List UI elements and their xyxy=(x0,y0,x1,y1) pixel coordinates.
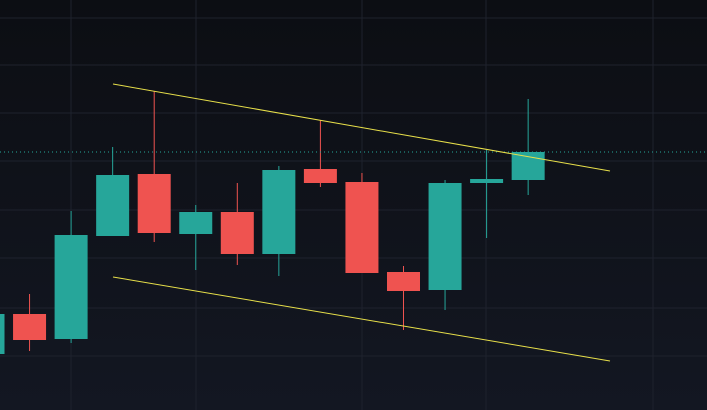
candle-body xyxy=(470,179,504,183)
candle-body xyxy=(387,272,420,291)
candle-body xyxy=(345,182,379,273)
trend-line-upper xyxy=(112,83,611,172)
candle-body xyxy=(0,314,5,354)
candles xyxy=(0,91,707,354)
candle-body xyxy=(428,183,462,290)
candle-body xyxy=(96,175,130,236)
candle-body xyxy=(137,174,171,233)
candle-body xyxy=(303,169,337,183)
candle-body xyxy=(54,235,88,339)
candle-body xyxy=(262,170,296,254)
trend-line-lower xyxy=(112,276,611,362)
candle-body xyxy=(179,212,213,234)
candle-body xyxy=(220,212,254,254)
candle-body xyxy=(13,314,47,340)
